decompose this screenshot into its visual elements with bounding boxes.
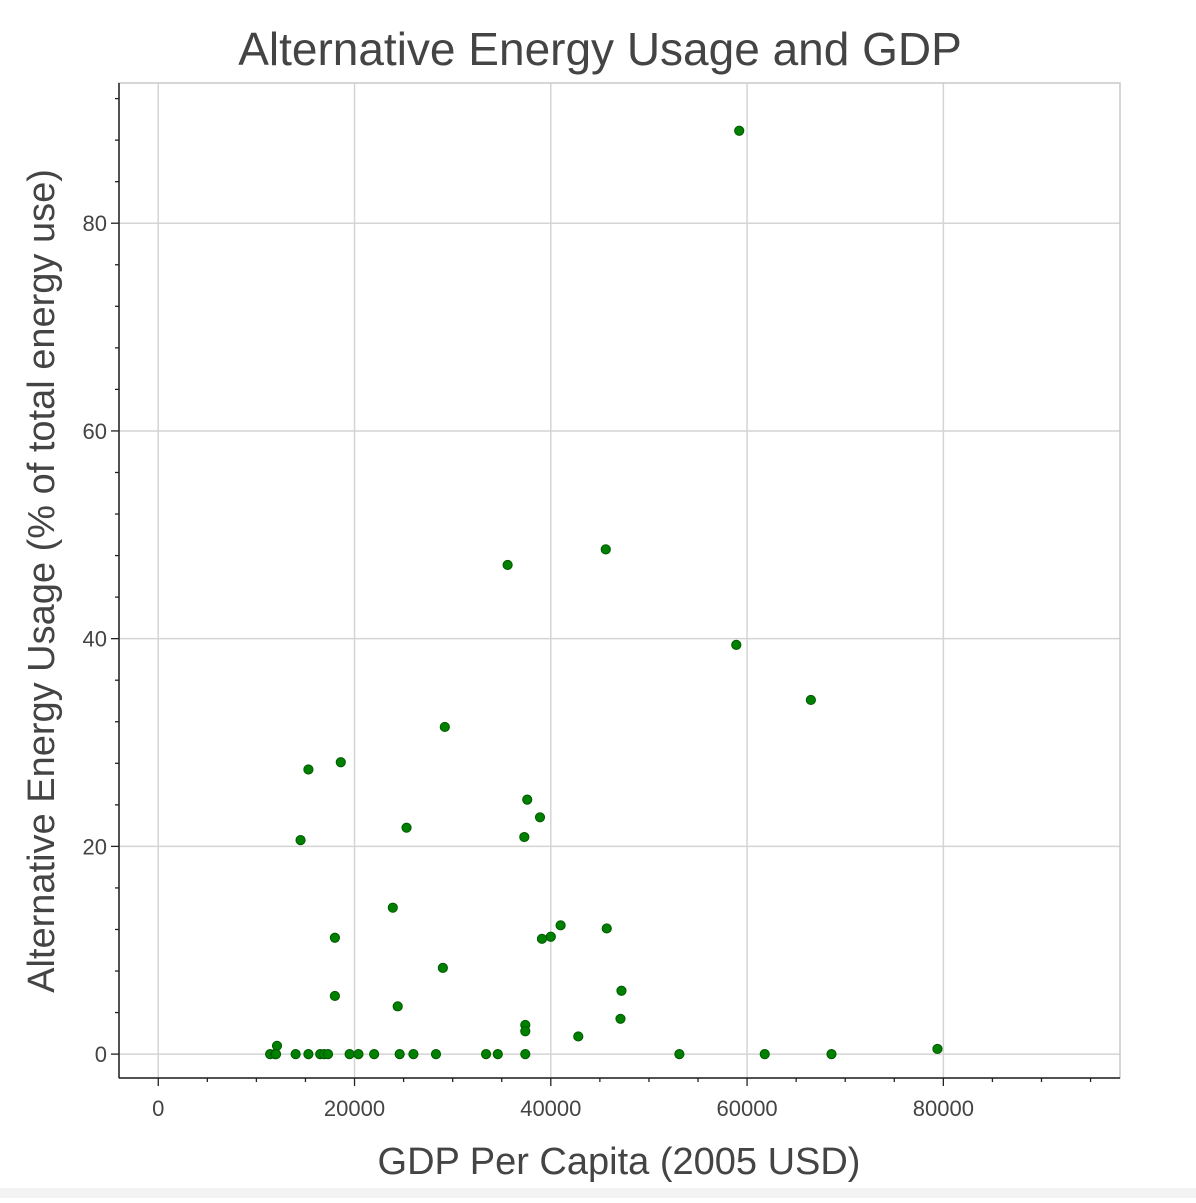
y-tick-label-3: 60	[83, 419, 107, 444]
x-axis-label: GDP Per Capita (2005 USD)	[378, 1141, 861, 1183]
data-point-18	[295, 835, 306, 846]
data-point-23	[387, 902, 398, 913]
data-point-31	[534, 812, 546, 823]
data-point-2	[271, 1040, 283, 1051]
x-tick-label-0: 0	[152, 1096, 164, 1121]
y-tick-label-1: 20	[83, 834, 107, 859]
data-point-13	[408, 1049, 419, 1060]
data-point-14	[430, 1049, 442, 1060]
y-tick-label-4: 80	[83, 211, 107, 236]
data-point-29	[522, 794, 533, 805]
data-point-8	[322, 1049, 334, 1060]
chart-title: Alternative Energy Usage and GDP	[238, 23, 962, 75]
data-point-25	[401, 822, 412, 833]
data-point-43	[731, 639, 742, 650]
data-point-32	[536, 933, 548, 944]
y-tick-labels: 0 20 40 60 80	[83, 211, 107, 1067]
data-point-41	[615, 1013, 626, 1024]
data-point-42	[674, 1049, 685, 1060]
data-point-3	[270, 1049, 282, 1060]
y-tick-label-0: 0	[95, 1042, 107, 1067]
data-point-26	[439, 721, 450, 733]
data-points	[265, 125, 943, 1060]
data-point-4	[290, 1049, 301, 1060]
data-point-12	[394, 1049, 405, 1060]
data-point-24	[392, 1001, 403, 1012]
y-axis-label: Alternative Energy Usage (% of total ene…	[21, 169, 63, 993]
bottom-strip	[0, 1188, 1196, 1198]
data-point-44	[734, 125, 745, 136]
data-point-15	[480, 1049, 492, 1060]
data-point-36	[601, 923, 612, 934]
data-point-45	[759, 1049, 770, 1060]
data-point-47	[826, 1049, 837, 1060]
data-point-19	[303, 764, 314, 775]
data-point-38	[520, 1026, 531, 1037]
grid-lines	[119, 83, 1120, 1078]
plot-frame	[118, 82, 1121, 1079]
data-point-46	[805, 694, 816, 706]
data-point-5	[303, 1049, 314, 1060]
axes	[111, 83, 1120, 1086]
x-tick-label-3: 60000	[716, 1096, 777, 1121]
y-tick-label-2: 40	[83, 627, 107, 652]
data-point-48	[932, 1043, 943, 1055]
x-tick-label-4: 80000	[913, 1096, 974, 1121]
data-point-9	[344, 1049, 355, 1060]
x-tick-labels: 0 20000 40000 60000 80000	[152, 1096, 974, 1121]
data-point-16	[492, 1049, 503, 1060]
data-point-34	[555, 920, 566, 931]
data-point-35	[600, 544, 611, 555]
data-point-11	[369, 1049, 380, 1060]
data-point-33	[545, 931, 556, 942]
data-point-10	[353, 1049, 364, 1060]
data-point-22	[329, 990, 341, 1002]
data-point-28	[502, 559, 513, 571]
data-point-17	[520, 1049, 531, 1060]
data-point-21	[329, 932, 341, 943]
data-point-39	[573, 1031, 584, 1042]
data-point-27	[437, 962, 448, 974]
data-point-20	[335, 757, 346, 768]
data-point-40	[616, 985, 627, 996]
x-tick-label-2: 40000	[520, 1096, 581, 1121]
data-point-30	[519, 831, 530, 843]
x-tick-label-1: 20000	[324, 1096, 385, 1121]
